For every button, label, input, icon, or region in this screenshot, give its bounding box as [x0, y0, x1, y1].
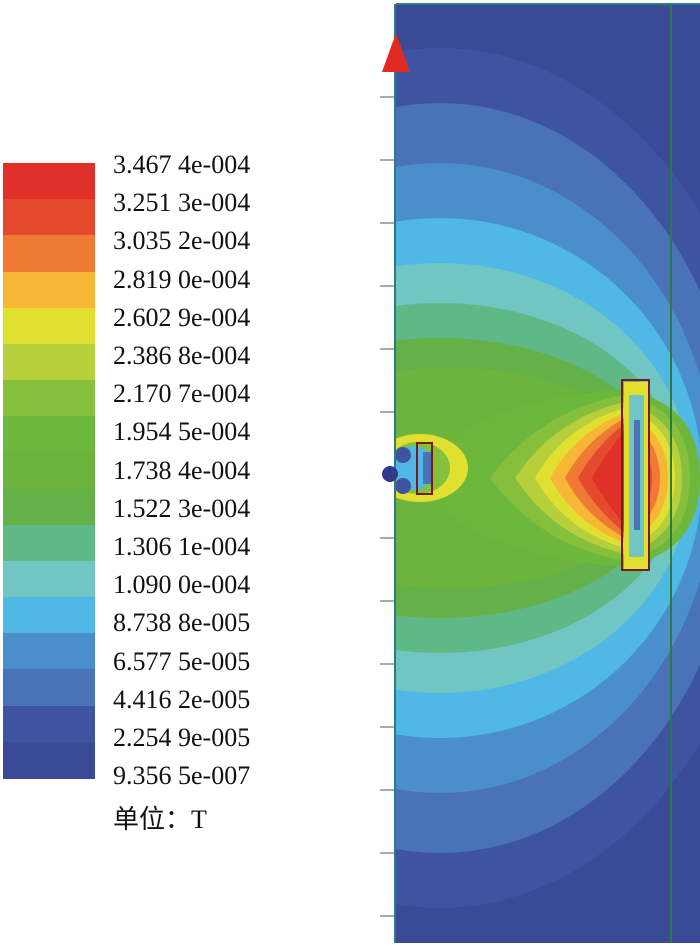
legend-swatch: [3, 524, 95, 562]
legend-value-label: 1.738 4e-004: [113, 455, 251, 485]
contour-band: [634, 420, 640, 530]
legend-swatch: [3, 705, 95, 743]
legend-value-label: 8.738 8e-005: [113, 608, 251, 638]
legend-swatch: [3, 416, 95, 453]
legend-value-label: 9.356 5e-007: [113, 761, 251, 791]
legend-swatch: [3, 560, 95, 598]
axis-arrow-icon: [382, 33, 410, 72]
legend-value-label: 2.386 8e-004: [113, 341, 251, 370]
legend-value-label: 6.577 5e-005: [113, 646, 251, 676]
legend-swatch: [3, 199, 95, 236]
axis-ticks: [380, 96, 394, 917]
legend-swatch: [3, 343, 95, 381]
contour-band: [396, 447, 411, 463]
legend-value-label: 2.602 9e-004: [113, 302, 251, 332]
legend-value-label: 2.170 7e-004: [113, 379, 251, 409]
legend-swatch: [3, 488, 95, 526]
legend-value-label: 1.306 1e-004: [113, 532, 251, 561]
legend-swatch: [3, 633, 95, 671]
small-coil-outline: [416, 442, 433, 495]
legend-value-label: 4.416 2e-005: [113, 684, 251, 714]
legend-swatch: [3, 597, 95, 634]
legend-swatch: [3, 307, 95, 345]
legend-swatch: [3, 163, 95, 200]
contour-band: [423, 452, 431, 484]
legend-swatch: [3, 669, 95, 707]
color-legend-bar: [3, 163, 95, 779]
large-coil-outline: [621, 379, 650, 571]
legend-swatch: [3, 380, 95, 417]
legend-swatch: [3, 271, 95, 309]
origin-marker-icon: [382, 466, 398, 482]
legend-value-label: 3.035 2e-004: [113, 226, 251, 256]
legend-value-label: 3.251 3e-004: [113, 188, 251, 218]
legend-swatch: [3, 235, 95, 273]
legend-value-label: 3.467 4e-004: [113, 150, 251, 179]
contour-band: [396, 478, 411, 494]
legend-swatch: [3, 452, 95, 490]
legend-value-label: 1.090 0e-004: [113, 570, 251, 600]
legend-value-label: 1.522 3e-004: [113, 493, 251, 523]
unit-label: 单位：T: [113, 805, 207, 834]
legend-value-label: 1.954 5e-004: [113, 417, 251, 447]
legend-value-label: 2.254 9e-005: [113, 723, 251, 752]
legend-value-label: 2.819 0e-004: [113, 264, 251, 294]
legend-swatch: [3, 741, 95, 779]
